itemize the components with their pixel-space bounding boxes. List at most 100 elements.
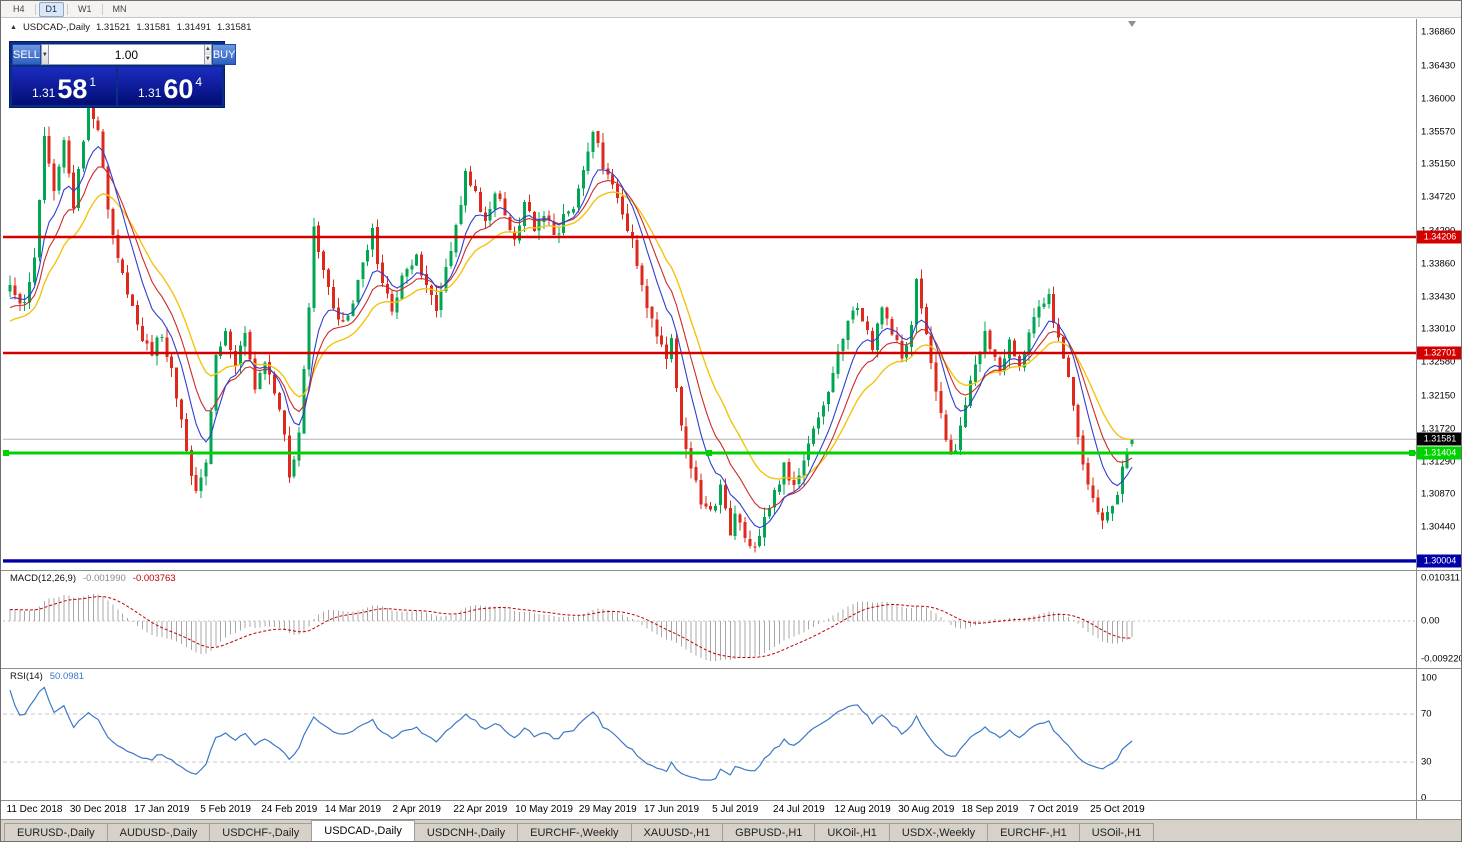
- price-axis-label: 1.31720: [1421, 423, 1456, 435]
- rsi-header: RSI(14) 50.0981: [10, 671, 84, 682]
- toolbar-separator: [34, 3, 36, 15]
- toolbar-separator: [101, 3, 103, 15]
- rsi-title: RSI(14): [10, 671, 43, 682]
- chart-tab-ukoil[interactable]: UKOil-,H1: [814, 823, 890, 841]
- rsi-canvas[interactable]: [3, 669, 1416, 800]
- chart-tab-usdx[interactable]: USDX-,Weekly: [888, 823, 989, 841]
- time-axis-label: 30 Dec 2018: [69, 804, 127, 815]
- price-axis-label: 1.35570: [1421, 126, 1456, 138]
- time-axis-label: 10 May 2019: [515, 804, 574, 815]
- chart-tab-usoil[interactable]: USOil-,H1: [1078, 823, 1155, 841]
- price-level-tag: 1.32701: [1417, 346, 1461, 360]
- rsi-scale-label: 100: [1421, 672, 1437, 684]
- macd-scale-label: -0.009220: [1421, 653, 1462, 665]
- price-axis[interactable]: 1.36860 1.36430 1.36000 1.35570 1.35150 1.347…: [1416, 19, 1462, 819]
- time-axis-label: 2 Apr 2019: [392, 804, 441, 815]
- price-axis-label: 1.32150: [1421, 390, 1456, 401]
- toolbar-separator: [67, 3, 69, 15]
- price-level-tag: 1.31404: [1417, 446, 1461, 460]
- volume-dropdown-button[interactable]: ▼: [40, 44, 49, 65]
- timeframe-button-mn[interactable]: MN: [112, 3, 127, 14]
- chart-tab-bar: EURUSD-,Daily AUDUSD-,Daily USDCHF-,Daily U…: [1, 819, 1461, 841]
- time-axis[interactable]: 11 Dec 2018 30 Dec 2018 17 Jan 2019 5 Feb 2…: [3, 801, 1416, 819]
- time-axis-label: 24 Feb 2019: [261, 804, 318, 815]
- price-axis-label: 1.36000: [1421, 93, 1456, 105]
- chart-tab-eurchf[interactable]: EURCHF-,H1: [987, 823, 1080, 841]
- bid-price-display[interactable]: 1.31 58 1: [12, 67, 116, 105]
- one-click-trading-panel: SELL ▼ ▲ ▼ BUY 1.31 58 1 1.31: [9, 41, 237, 108]
- chevron-down-icon: ▼: [41, 51, 48, 58]
- current-price-tag: 1.31581: [1417, 432, 1461, 446]
- time-axis-label: 22 Apr 2019: [453, 804, 508, 815]
- buy-button[interactable]: BUY: [211, 44, 237, 65]
- chart-tab-xauusd[interactable]: XAUUSD-,H1: [630, 823, 724, 841]
- chart-tab-eurusd[interactable]: EURUSD-,Daily: [4, 823, 108, 841]
- time-axis-label: 17 Jan 2019: [134, 804, 190, 815]
- volume-step-down-icon[interactable]: ▼: [204, 54, 211, 64]
- time-axis-label: 5 Jul 2019: [712, 804, 759, 815]
- panel-splitter[interactable]: [1, 668, 1461, 669]
- macd-panel[interactable]: MACD(12,26,9) -0.001990 -0.003763: [3, 571, 1416, 668]
- price-axis-label: 1.34720: [1421, 191, 1456, 203]
- chart-tab-usdchf[interactable]: USDCHF-,Daily: [209, 823, 313, 841]
- ohlc-close: 1.31581: [217, 22, 252, 33]
- time-axis-label: 18 Sep 2019: [961, 804, 1019, 815]
- bid-price-main: 1.31: [31, 86, 56, 100]
- chart-symbol-label: USDCAD-,Daily: [22, 22, 90, 33]
- time-axis-label: 24 Jul 2019: [773, 804, 825, 815]
- macd-signal-value: -0.003763: [132, 573, 176, 584]
- panel-splitter[interactable]: [1, 570, 1461, 571]
- time-axis-label: 12 Aug 2019: [834, 804, 891, 815]
- timeframe-button-w1[interactable]: W1: [78, 3, 92, 14]
- price-axis-label: 1.31290: [1421, 456, 1456, 468]
- price-axis-label: 1.32580: [1421, 356, 1456, 368]
- panel-splitter[interactable]: [1, 800, 1461, 801]
- chart-tab-gbpusd[interactable]: GBPUSD-,H1: [722, 823, 816, 841]
- price-axis-label: 1.36430: [1421, 60, 1456, 72]
- chart-tab-usdcad[interactable]: USDCAD-,Daily: [311, 820, 415, 841]
- timeframe-button-d1[interactable]: D1: [38, 1, 65, 17]
- price-level-tag: 1.30004: [1417, 554, 1461, 568]
- chart-tab-audusd[interactable]: AUDUSD-,Daily: [106, 823, 211, 841]
- timeframe-toolbar: H4 D1 W1 MN: [1, 1, 1461, 18]
- macd-value: -0.001990: [83, 573, 126, 584]
- bid-price-big: 58: [57, 74, 88, 104]
- chart-area[interactable]: ▲ USDCAD-,Daily 1.31521 1.31581 1.31491 …: [3, 19, 1416, 570]
- rsi-scale-label: 0: [1421, 792, 1427, 804]
- time-axis-label: 7 Oct 2019: [1029, 804, 1079, 815]
- time-axis-label: 30 Aug 2019: [898, 804, 955, 815]
- macd-scale-label: 0.010311: [1421, 572, 1460, 584]
- time-axis-label: 25 Oct 2019: [1090, 804, 1145, 815]
- macd-title: MACD(12,26,9): [10, 573, 76, 584]
- bid-price-pip: 1: [89, 75, 97, 89]
- price-axis-label: 1.33860: [1421, 258, 1456, 270]
- volume-input[interactable]: [48, 44, 205, 65]
- price-axis-label: 1.33430: [1421, 291, 1456, 303]
- collapse-icon[interactable]: ▲: [10, 24, 17, 31]
- ask-price-big: 60: [163, 74, 194, 104]
- sell-button[interactable]: SELL: [12, 44, 41, 65]
- ask-price-display[interactable]: 1.31 60 4: [118, 67, 222, 105]
- macd-canvas[interactable]: [3, 571, 1416, 668]
- macd-header: MACD(12,26,9) -0.001990 -0.003763: [10, 573, 176, 584]
- price-axis-label: 1.30440: [1421, 521, 1456, 533]
- time-axis-label: 17 Jun 2019: [643, 804, 700, 815]
- ohlc-low: 1.31491: [176, 22, 212, 33]
- volume-step-up-icon[interactable]: ▲: [204, 45, 211, 55]
- price-level-tag: 1.34206: [1417, 230, 1461, 244]
- chart-tab-eurchf[interactable]: EURCHF-,Weekly: [517, 823, 632, 841]
- rsi-scale-label: 70: [1421, 708, 1432, 720]
- price-axis-label: 1.35150: [1421, 158, 1456, 170]
- timeframe-button-h4[interactable]: H4: [13, 3, 25, 14]
- volume-stepper[interactable]: ▲ ▼: [204, 44, 212, 65]
- price-axis-label: 1.30870: [1421, 488, 1456, 500]
- time-axis-label: 29 May 2019: [578, 804, 637, 815]
- price-axis-label: 1.33010: [1421, 323, 1456, 335]
- ask-price-main: 1.31: [137, 86, 162, 100]
- chart-tab-usdcnh[interactable]: USDCNH-,Daily: [413, 823, 519, 841]
- ohlc-open: 1.31521: [95, 22, 131, 33]
- rsi-panel[interactable]: RSI(14) 50.0981: [3, 669, 1416, 800]
- main-chart-canvas[interactable]: [3, 19, 1416, 570]
- chart-ohlc-header: ▲ USDCAD-,Daily 1.31521 1.31581 1.31491 …: [10, 22, 251, 33]
